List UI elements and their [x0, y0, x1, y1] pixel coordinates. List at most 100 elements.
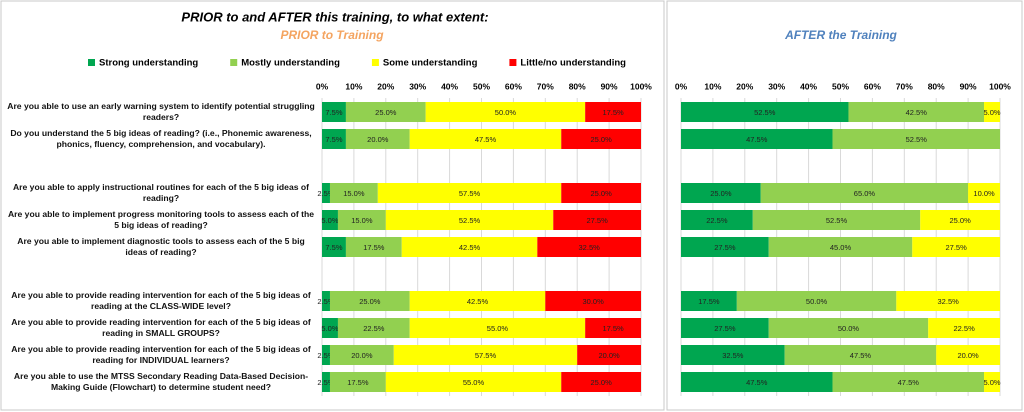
bar-segment: [984, 102, 1000, 122]
value-label: 52.5%: [754, 108, 776, 117]
bar-segment: [561, 129, 641, 149]
bar-segment: [385, 210, 554, 230]
bar-segment: [345, 102, 426, 122]
bar-segment: [561, 372, 641, 392]
bar-segment: [329, 372, 386, 392]
bar-segment: [329, 345, 394, 365]
bar-segment: [848, 102, 985, 122]
x-tick-label: 30%: [409, 81, 426, 91]
x-tick-label: 70%: [537, 81, 554, 91]
x-tick-label: 70%: [896, 81, 913, 91]
bar-segment: [425, 102, 586, 122]
bar-segment: [322, 318, 338, 338]
legend-swatch: [509, 59, 517, 66]
left-panel: [0, 0, 665, 411]
value-label: 50.0%: [495, 108, 517, 117]
value-label: 17.5%: [363, 243, 385, 252]
value-label: 5.0%: [983, 108, 1000, 117]
category-label: Are you able to implement diagnostic too…: [17, 236, 305, 257]
title: PRIOR to and AFTER this training, to wha…: [181, 9, 488, 24]
bar-segment: [928, 318, 1000, 338]
bar-segment: [920, 210, 1000, 230]
x-tick-label: 90%: [960, 81, 977, 91]
value-label: 20.0%: [957, 351, 979, 360]
bar-segment: [401, 237, 538, 257]
bar-segment: [577, 345, 641, 365]
right-panel: [666, 0, 1023, 411]
value-label: 32.5%: [579, 243, 601, 252]
bar-segment: [553, 210, 641, 230]
x-tick-label: 40%: [800, 81, 817, 91]
value-label: 32.5%: [722, 351, 744, 360]
bar-segment: [322, 291, 330, 311]
x-tick-label: 20%: [377, 81, 394, 91]
bar-segment: [322, 102, 346, 122]
bar-segment: [377, 183, 562, 203]
bar-segment: [912, 237, 1000, 257]
bar-segment: [736, 291, 897, 311]
x-tick-label: 50%: [473, 81, 490, 91]
value-label: 2.5%: [317, 297, 334, 306]
bar-segment: [681, 237, 769, 257]
x-tick-label: 60%: [864, 81, 881, 91]
bar-segment: [768, 237, 913, 257]
bar-segment: [561, 183, 641, 203]
bar-segment: [322, 372, 330, 392]
bar-segment: [409, 291, 546, 311]
legend-label: Strong understanding: [99, 58, 198, 69]
value-label: 52.5%: [459, 216, 481, 225]
value-label: 42.5%: [459, 243, 481, 252]
value-label: 47.5%: [850, 351, 872, 360]
value-label: 57.5%: [475, 351, 497, 360]
bar-segment: [896, 291, 1000, 311]
value-label: 25.0%: [590, 135, 612, 144]
bar-segment: [681, 102, 849, 122]
bar-segment: [409, 129, 562, 149]
value-label: 55.0%: [463, 378, 485, 387]
bar-segment: [337, 210, 386, 230]
value-label: 20.0%: [351, 351, 373, 360]
category-label: Are you able to provide reading interven…: [11, 290, 311, 311]
value-label: 47.5%: [475, 135, 497, 144]
category-label: Are you able to use an early warning sys…: [7, 101, 315, 122]
value-label: 25.0%: [590, 378, 612, 387]
value-label: 17.5%: [602, 324, 624, 333]
value-label: 10.0%: [973, 189, 995, 198]
value-label: 7.5%: [325, 108, 342, 117]
category-label: Are you able to implement progress monit…: [7, 209, 315, 230]
value-label: 2.5%: [317, 351, 334, 360]
x-tick-label: 80%: [928, 81, 945, 91]
value-label: 22.5%: [953, 324, 975, 333]
value-label: 47.5%: [898, 378, 920, 387]
value-label: 22.5%: [363, 324, 385, 333]
legend-swatch: [371, 59, 379, 66]
x-tick-label: 50%: [832, 81, 849, 91]
value-label: 25.0%: [359, 297, 381, 306]
value-label: 17.5%: [602, 108, 624, 117]
bar-segment: [409, 318, 586, 338]
legend-swatch: [88, 59, 95, 66]
bar-segment: [681, 210, 753, 230]
x-tick-label: 60%: [505, 81, 522, 91]
bar-segment: [752, 210, 921, 230]
bar-segment: [832, 372, 985, 392]
x-tick-label: 100%: [989, 81, 1011, 91]
value-label: 25.0%: [375, 108, 397, 117]
category-label: Are you able to use the MTSS Secondary R…: [13, 371, 309, 392]
value-label: 27.5%: [714, 324, 736, 333]
value-label: 27.5%: [945, 243, 967, 252]
value-label: 50.0%: [838, 324, 860, 333]
bar-segment: [984, 372, 1000, 392]
value-label: 25.0%: [949, 216, 971, 225]
x-tick-label: 10%: [345, 81, 362, 91]
value-label: 45.0%: [830, 243, 852, 252]
category-label: Are you able to provide reading interven…: [11, 344, 311, 365]
value-label: 27.5%: [714, 243, 736, 252]
x-tick-label: 40%: [441, 81, 458, 91]
bar-segment: [832, 129, 1000, 149]
category-label: Do you understand the 5 big ideas of rea…: [10, 128, 312, 149]
bar-segment: [345, 237, 402, 257]
bar-segment: [537, 237, 641, 257]
